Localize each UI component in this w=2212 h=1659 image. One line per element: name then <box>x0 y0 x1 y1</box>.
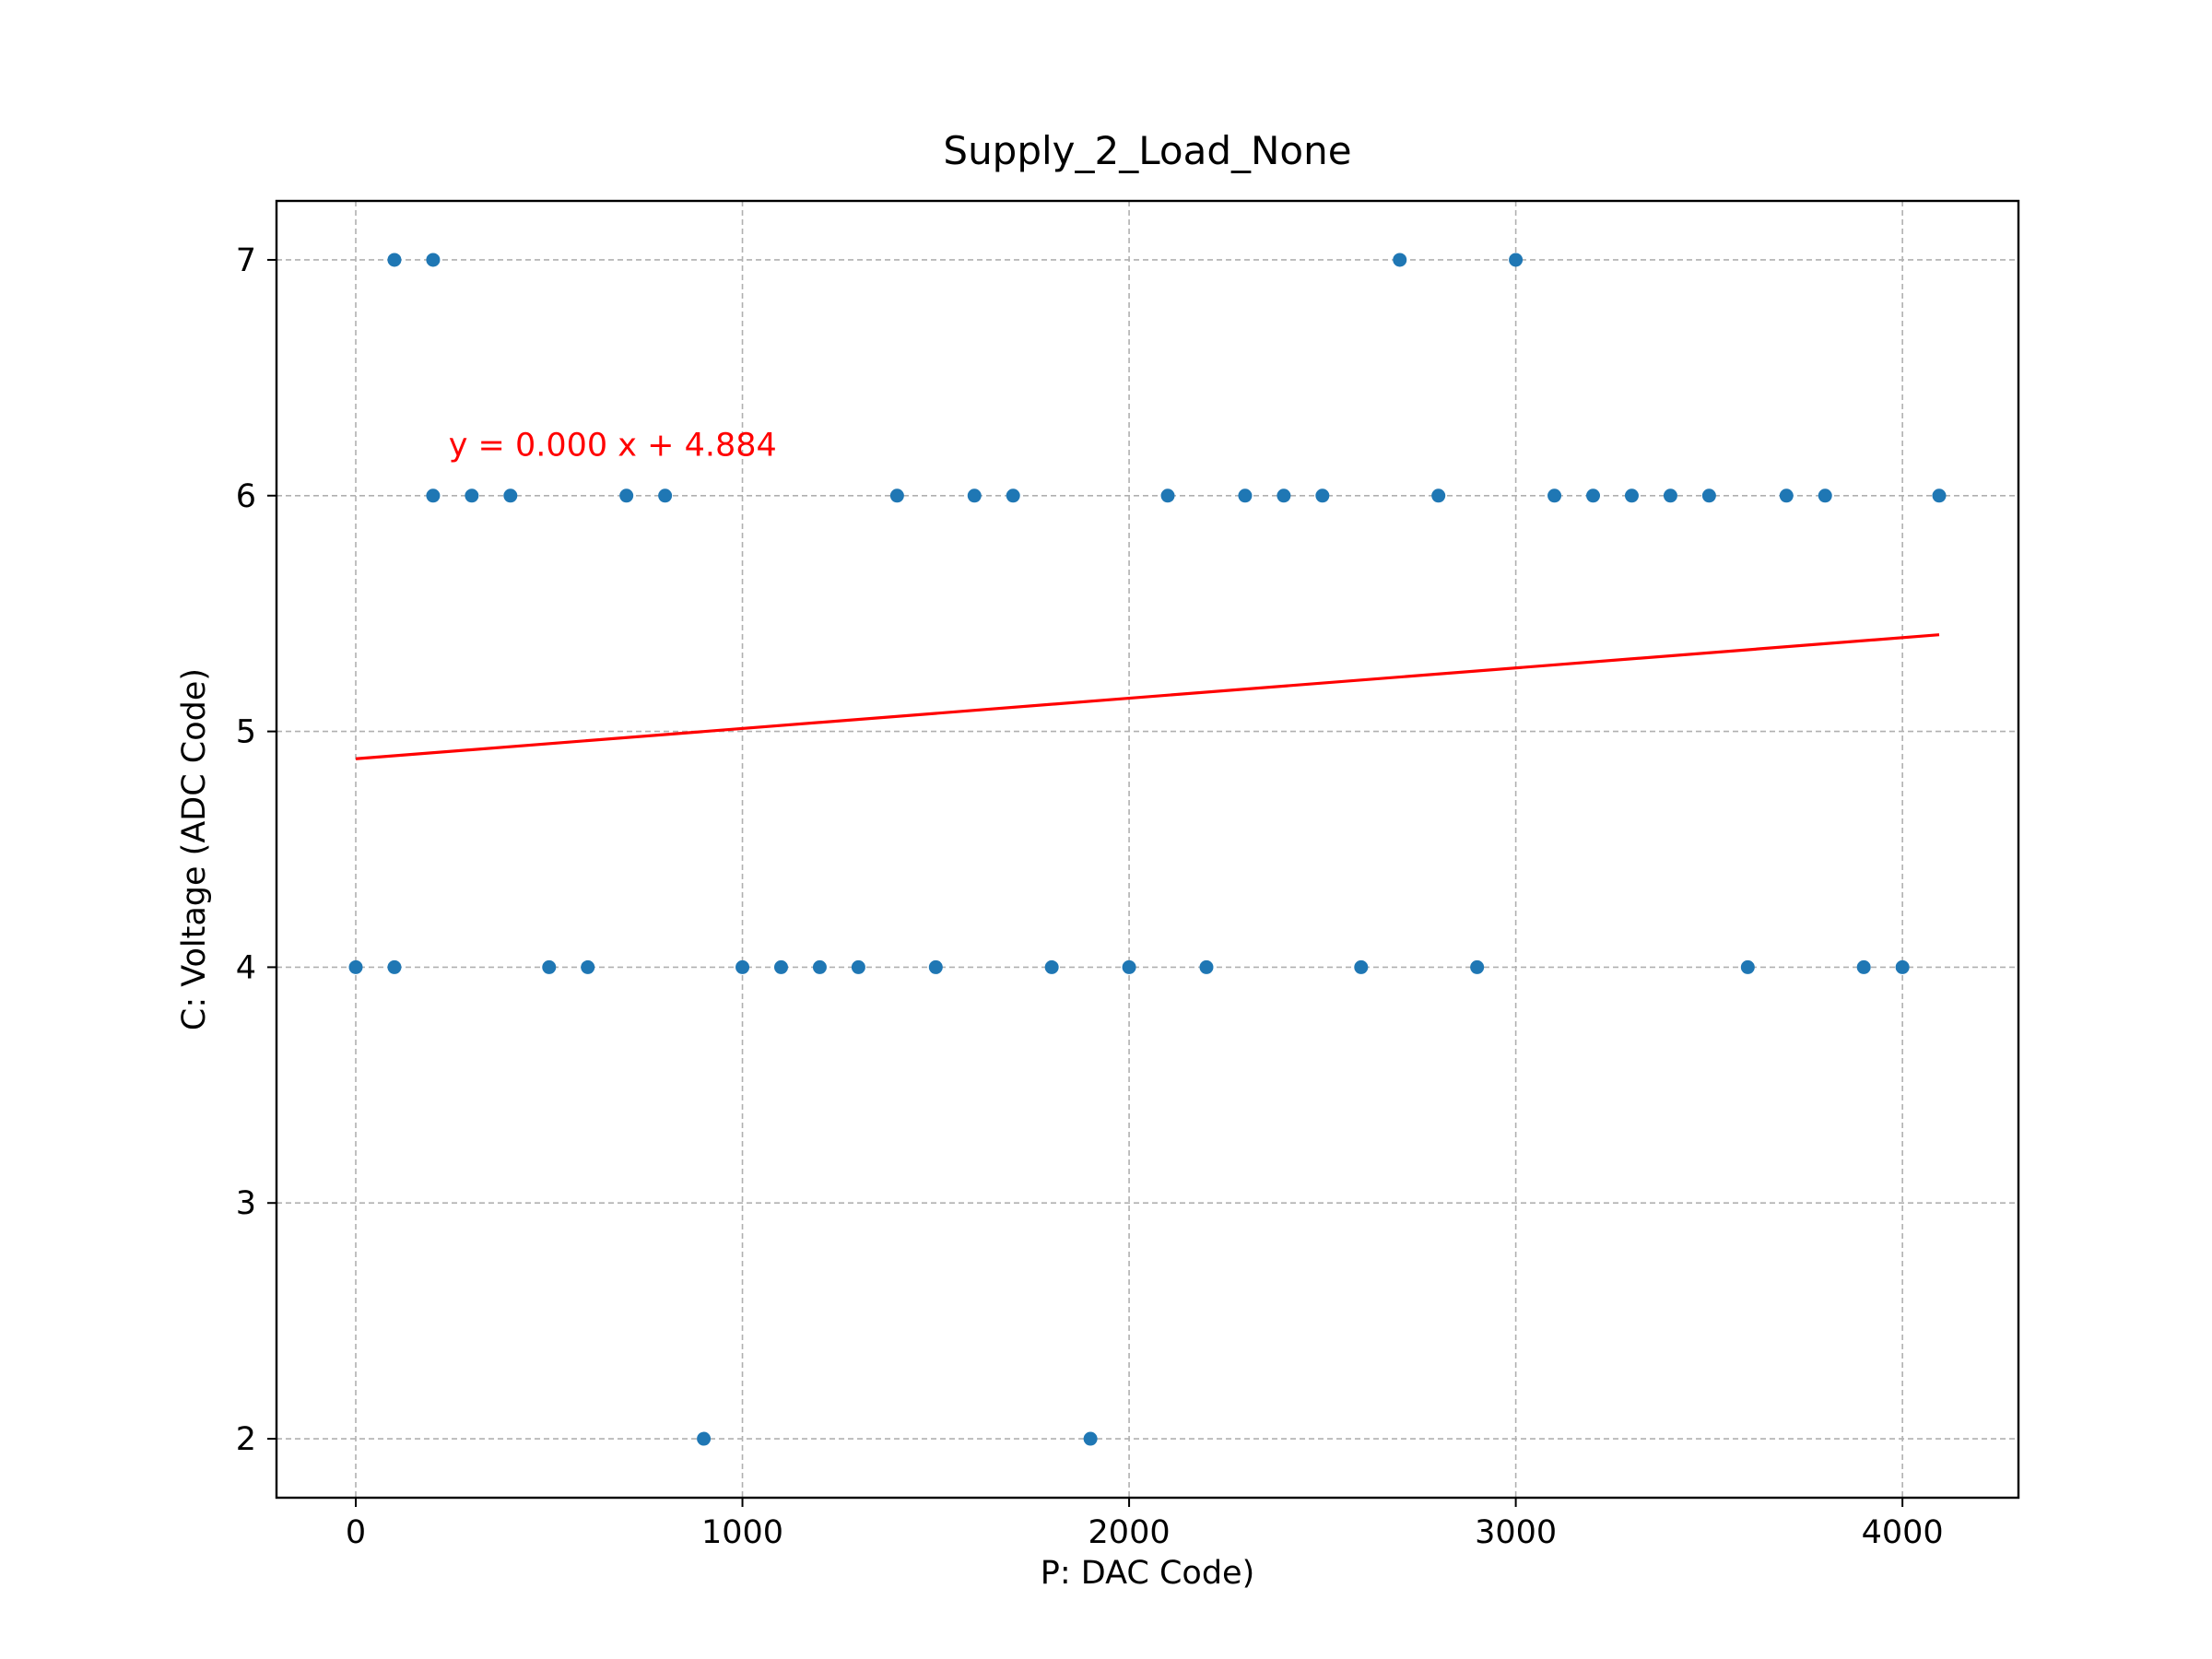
data-point <box>1354 959 1369 974</box>
fit-equation-annotation: y = 0.000 x + 4.884 <box>449 427 777 464</box>
y-axis-label: C: Voltage (ADC Code) <box>176 668 213 1030</box>
data-point <box>1740 959 1755 974</box>
data-point <box>1393 253 1407 267</box>
data-point <box>1663 488 1677 503</box>
data-point <box>581 959 595 974</box>
data-point <box>426 253 441 267</box>
grid <box>276 201 2018 1498</box>
data-point <box>1238 488 1253 503</box>
data-point <box>1856 959 1871 974</box>
data-point <box>387 253 402 267</box>
x-tick-label: 2000 <box>1088 1514 1171 1551</box>
x-tick-label: 4000 <box>1862 1514 1944 1551</box>
x-tick-label: 3000 <box>1475 1514 1557 1551</box>
y-tick-label: 3 <box>236 1185 256 1222</box>
data-point <box>1779 488 1794 503</box>
data-point <box>1431 488 1446 503</box>
data-point <box>697 1431 712 1446</box>
data-point <box>619 488 634 503</box>
data-point <box>967 488 982 503</box>
data-point <box>812 959 827 974</box>
y-tick-label: 6 <box>236 478 256 515</box>
data-point <box>928 959 943 974</box>
x-axis-label: P: DAC Code) <box>1041 1555 1255 1592</box>
data-point <box>348 959 363 974</box>
fit-line <box>355 633 1940 760</box>
data-point <box>1044 959 1059 974</box>
y-tick-label: 4 <box>236 949 256 986</box>
data-point <box>735 959 750 974</box>
chart-title: Supply_2_Load_None <box>943 128 1351 173</box>
y-tick-label: 7 <box>236 242 256 279</box>
data-point <box>503 488 518 503</box>
data-point <box>1083 1431 1098 1446</box>
data-point <box>1701 488 1716 503</box>
data-point <box>1006 488 1020 503</box>
data-point <box>851 959 865 974</box>
fit-line-layer <box>355 633 1940 760</box>
data-point <box>387 959 402 974</box>
x-tick-label: 0 <box>346 1514 366 1551</box>
y-tick-label: 2 <box>236 1421 256 1458</box>
data-point <box>1470 959 1485 974</box>
data-point <box>1277 488 1291 503</box>
data-point <box>1315 488 1330 503</box>
data-point <box>1932 488 1947 503</box>
points-layer <box>348 253 1947 1446</box>
data-point <box>1624 488 1639 503</box>
data-point <box>1895 959 1910 974</box>
x-tick-label: 1000 <box>701 1514 783 1551</box>
data-point <box>426 488 441 503</box>
data-point <box>465 488 479 503</box>
y-tick-label: 5 <box>236 714 256 751</box>
x-axis-ticks: 0 1000 2000 3000 4000 <box>346 1498 1944 1551</box>
data-point <box>1818 488 1832 503</box>
data-point <box>1586 488 1601 503</box>
data-point <box>658 488 673 503</box>
data-point <box>1122 959 1136 974</box>
y-axis-ticks: 2 3 4 5 6 7 <box>236 242 276 1458</box>
data-point <box>1199 959 1214 974</box>
data-point <box>1547 488 1562 503</box>
data-point <box>889 488 904 503</box>
data-point <box>542 959 557 974</box>
plot-frame <box>275 199 2020 1500</box>
data-point <box>1160 488 1175 503</box>
data-point <box>1509 253 1524 267</box>
data-point <box>773 959 788 974</box>
